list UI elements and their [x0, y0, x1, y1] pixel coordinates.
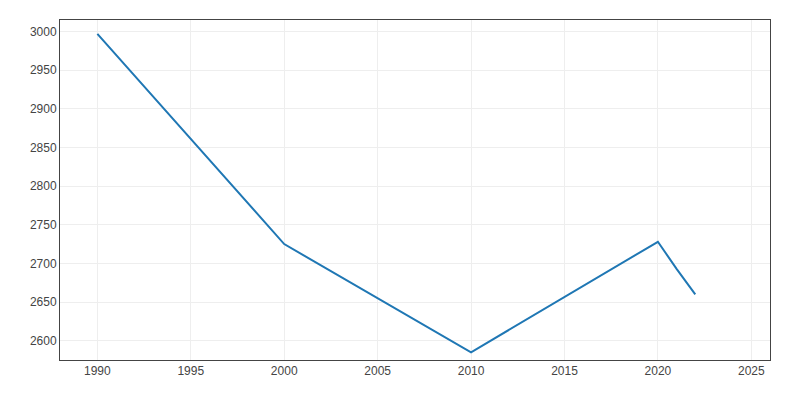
svg-text:2600: 2600	[30, 334, 57, 348]
svg-text:2025: 2025	[738, 364, 765, 378]
svg-text:2700: 2700	[30, 257, 57, 271]
svg-text:2020: 2020	[645, 364, 672, 378]
svg-text:2005: 2005	[364, 364, 391, 378]
svg-text:2850: 2850	[30, 141, 57, 155]
svg-text:2750: 2750	[30, 218, 57, 232]
svg-text:2010: 2010	[458, 364, 485, 378]
svg-text:2000: 2000	[271, 364, 298, 378]
svg-text:1995: 1995	[177, 364, 204, 378]
svg-text:3000: 3000	[30, 25, 57, 39]
svg-text:2950: 2950	[30, 63, 57, 77]
svg-text:2900: 2900	[30, 102, 57, 116]
svg-text:2800: 2800	[30, 179, 57, 193]
svg-text:1990: 1990	[84, 364, 111, 378]
svg-text:2015: 2015	[551, 364, 578, 378]
svg-text:2650: 2650	[30, 295, 57, 309]
